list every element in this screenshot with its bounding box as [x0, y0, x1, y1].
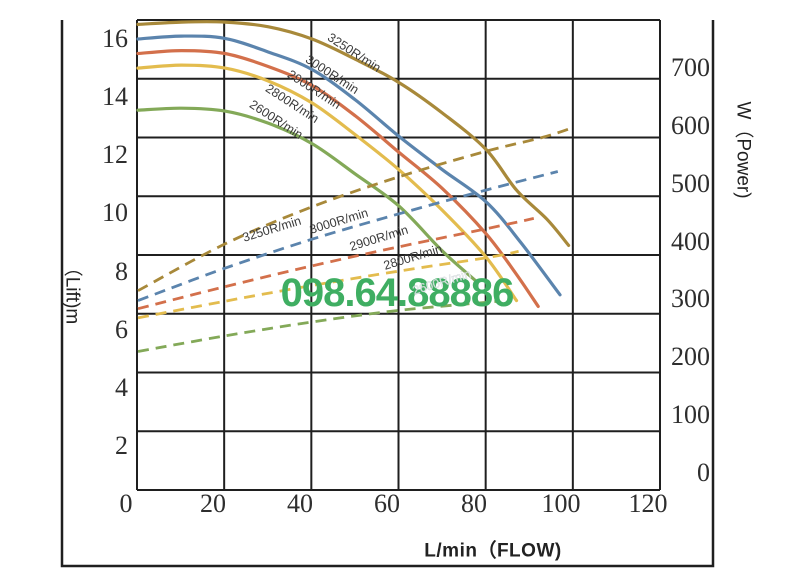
power-curve-label-3250Rmin: 3250R/min	[241, 214, 303, 245]
power-curve-label-3000Rmin: 3000R/min	[308, 206, 370, 237]
y-right-tick-label-700: 700	[671, 53, 710, 82]
power-curve-2600Rmin	[137, 299, 500, 353]
power-curve-2800Rmin	[137, 250, 519, 320]
y-left-tick-label-2: 2	[115, 431, 128, 460]
y-right-tick-label-0: 0	[697, 458, 710, 487]
y-left-tick-label-6: 6	[115, 315, 128, 344]
x-axis-title: L/min（FLOW)	[424, 540, 562, 562]
x-tick-label-20: 20	[200, 489, 226, 518]
head-curve-3250Rmin	[136, 20, 571, 247]
x-tick-label-120: 120	[628, 489, 668, 518]
watermark-text: 098.64.88886	[281, 271, 514, 315]
head-curve-2600Rmin	[136, 106, 477, 282]
head-curve-2800Rmin	[136, 63, 519, 303]
x-tick-label-100: 100	[541, 489, 581, 518]
y-right-tick-label-600: 600	[671, 111, 710, 140]
x-tick-label-40: 40	[287, 489, 313, 518]
power-curve-label-2900Rmin: 2900R/min	[348, 223, 410, 254]
power-curve-3250Rmin	[137, 126, 574, 292]
y-right-axis-title: W（Power)	[732, 101, 754, 199]
y-left-tick-label-12: 12	[102, 140, 128, 169]
y-right-tick-label-100: 100	[671, 400, 710, 429]
y-right-tick-label-400: 400	[671, 227, 710, 256]
outer-frame	[60, 20, 715, 568]
x-tick-label-0: 0	[119, 489, 133, 518]
head-curve-3000Rmin	[136, 34, 562, 297]
x-tick-label-60: 60	[374, 489, 400, 518]
head-curve-2900Rmin	[136, 48, 540, 308]
y-left-tick-label-16: 16	[102, 24, 128, 53]
power-curve-2900Rmin	[137, 217, 535, 311]
y-right-tick-label-300: 300	[671, 284, 710, 313]
y-left-tick-label-10: 10	[102, 198, 128, 227]
x-tick-label-80: 80	[461, 489, 487, 518]
y-right-tick-label-200: 200	[671, 342, 710, 371]
y-right-tick-label-500: 500	[671, 169, 710, 198]
y-left-tick-label-14: 14	[102, 82, 128, 111]
y-left-tick-label-4: 4	[115, 373, 128, 402]
y-left-tick-label-8: 8	[115, 257, 128, 286]
power-curve-3000Rmin	[137, 170, 559, 302]
